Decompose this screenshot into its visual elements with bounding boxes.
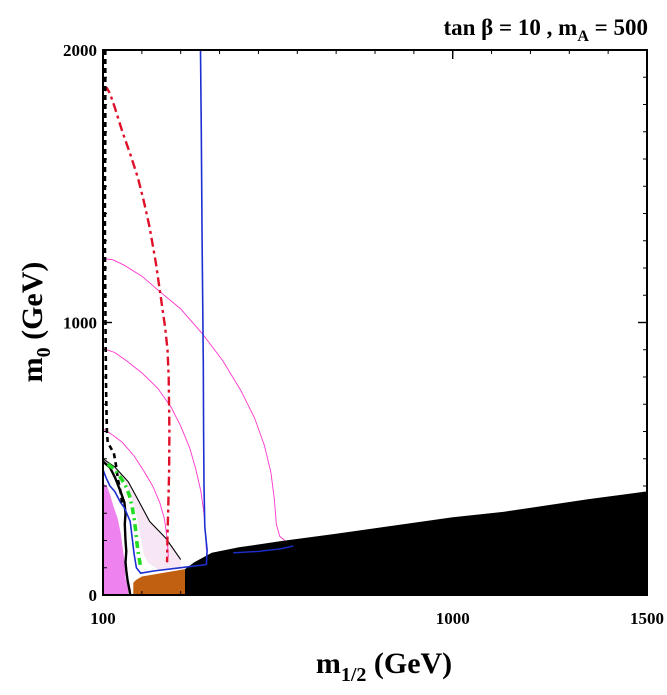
y-tick-label: 1000 (63, 314, 97, 333)
y-axis-label: m0 (GeV) (16, 262, 55, 383)
y-axis-label-main: m (16, 357, 49, 382)
g-2-favoured-dark-region (103, 483, 129, 595)
plot-regions (103, 458, 647, 595)
y-axis-label-sub: 0 (33, 347, 55, 357)
higgs-limit-line (106, 462, 143, 566)
x-axis-label-sub: 1/2 (341, 664, 367, 686)
higgs-mass-contour-1-line (102, 258, 286, 541)
x-axis-label: m1/2 (GeV) (316, 647, 452, 686)
charged-lsp-region (185, 491, 647, 595)
bsg-excluded-region (133, 569, 185, 595)
plot-lines (102, 49, 294, 596)
x-axis-label-main: m (316, 647, 341, 680)
dark-matter-coannihilation-line (233, 545, 294, 554)
x-tick-label: 100 (90, 609, 116, 628)
chargino-limit-line (103, 50, 124, 506)
y-tick-label: 2000 (63, 41, 97, 60)
y-axis-label-tail: (GeV) (16, 262, 49, 348)
chart-title: tan β = 10 , mA = 500 (443, 15, 648, 45)
g-2-boundary-outer-line (102, 458, 182, 560)
chart-title-sub: A (577, 28, 589, 45)
g-2-favoured-light-region (103, 458, 181, 570)
selectron-limit-line (103, 86, 171, 563)
chart-title-tail: = 500 (589, 15, 648, 40)
x-tick-label: 1000 (436, 609, 470, 628)
lsp-boundary-line (102, 460, 132, 596)
x-axis-label-tail: (GeV) (366, 647, 452, 680)
dark-matter-strip-line (102, 49, 208, 575)
chart-title-main: tan β = 10 , m (443, 15, 577, 40)
y-tick-label: 0 (89, 586, 98, 605)
plot-ticks: 100 1000 1500 0 1000 2000 (63, 41, 664, 628)
x-tick-label: 1500 (630, 609, 664, 628)
higgs-mass-contour-2-line (102, 347, 207, 551)
